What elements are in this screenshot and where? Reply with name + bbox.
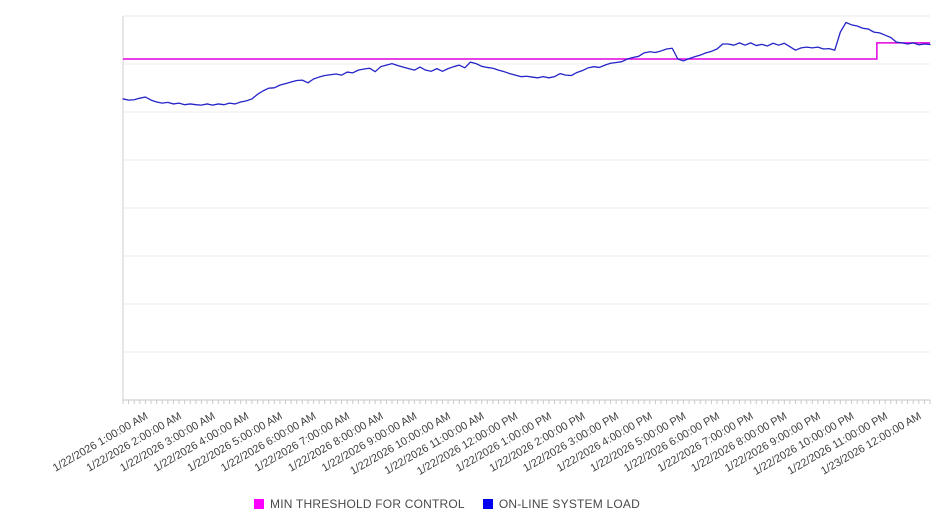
series-online-system-load — [122, 21, 931, 106]
legend-label-online-system-load: ON-LINE SYSTEM LOAD — [498, 497, 640, 511]
x-axis-labels: 1/22/2026 1:00:00 AM1/22/2026 2:00:00 AM… — [51, 410, 924, 478]
x-axis-minor-ticks — [122, 400, 931, 404]
legend-label-min-threshold: MIN THRESHOLD FOR CONTROL — [270, 497, 465, 511]
legend-swatch-online-system-load — [482, 499, 493, 509]
legend-item-online-system-load: ON-LINE SYSTEM LOAD — [482, 497, 640, 511]
gridlines — [123, 63, 930, 353]
series-min-threshold-line — [123, 42, 930, 60]
series-min-threshold — [123, 42, 930, 60]
series-online-system-load-line — [122, 21, 931, 106]
axes — [122, 15, 930, 404]
chart-legend: MIN THRESHOLD FOR CONTROL ON-LINE SYSTEM… — [0, 497, 920, 511]
legend-item-min-threshold: MIN THRESHOLD FOR CONTROL — [254, 497, 465, 511]
legend-swatch-min-threshold — [254, 499, 265, 509]
